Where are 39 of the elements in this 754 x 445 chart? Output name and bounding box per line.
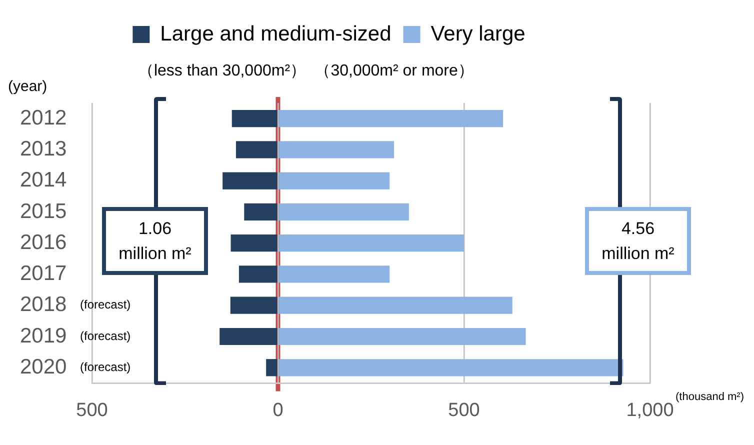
y-tick-label: 2012: [20, 106, 67, 130]
y-tick-label: 2016: [20, 230, 67, 254]
bar: [230, 296, 278, 314]
x-tick-label: 1,000: [626, 400, 674, 421]
y-axis-title: (year): [8, 78, 48, 96]
bar: [238, 266, 278, 283]
text: （less than 30,000m²）: [138, 62, 306, 80]
text: （30,000m² or more）: [314, 62, 474, 80]
bar: [232, 110, 278, 128]
annotation: 1.06 million m²: [102, 207, 208, 276]
legend-label: Large and medium-sized: [160, 22, 392, 46]
bar: [278, 266, 390, 283]
bar: [278, 110, 504, 128]
bar: [236, 141, 278, 158]
bar: [278, 203, 409, 221]
x-tick-label: 500: [448, 400, 480, 421]
bar: [278, 172, 390, 190]
bar: [278, 359, 624, 376]
y-tick-label: 2013: [20, 137, 67, 160]
x-axis-title: (thousand m²): [676, 391, 744, 404]
y-tick-label: 2015: [20, 200, 67, 223]
x-tick-label: 0: [272, 400, 284, 421]
y-tick-label: 2017: [20, 262, 67, 286]
bar: [278, 296, 512, 314]
x-tick-label: 500: [76, 400, 108, 421]
bar: [266, 359, 278, 376]
y-tick-label: 2019 (forecast): [20, 324, 131, 348]
bar: [222, 172, 278, 190]
bar: [230, 234, 278, 252]
y-tick-label: 2018 (forecast): [20, 293, 131, 316]
bar: [278, 141, 394, 158]
bar: [278, 328, 526, 346]
bar: [278, 234, 464, 252]
y-tick-label: 2020 (forecast): [20, 355, 131, 378]
y-tick-label: 2014: [20, 168, 68, 192]
legend-label: Very large: [430, 22, 526, 46]
annotation: 4.56 million m²: [585, 207, 691, 276]
bar: [244, 203, 278, 221]
bar: [220, 328, 278, 346]
